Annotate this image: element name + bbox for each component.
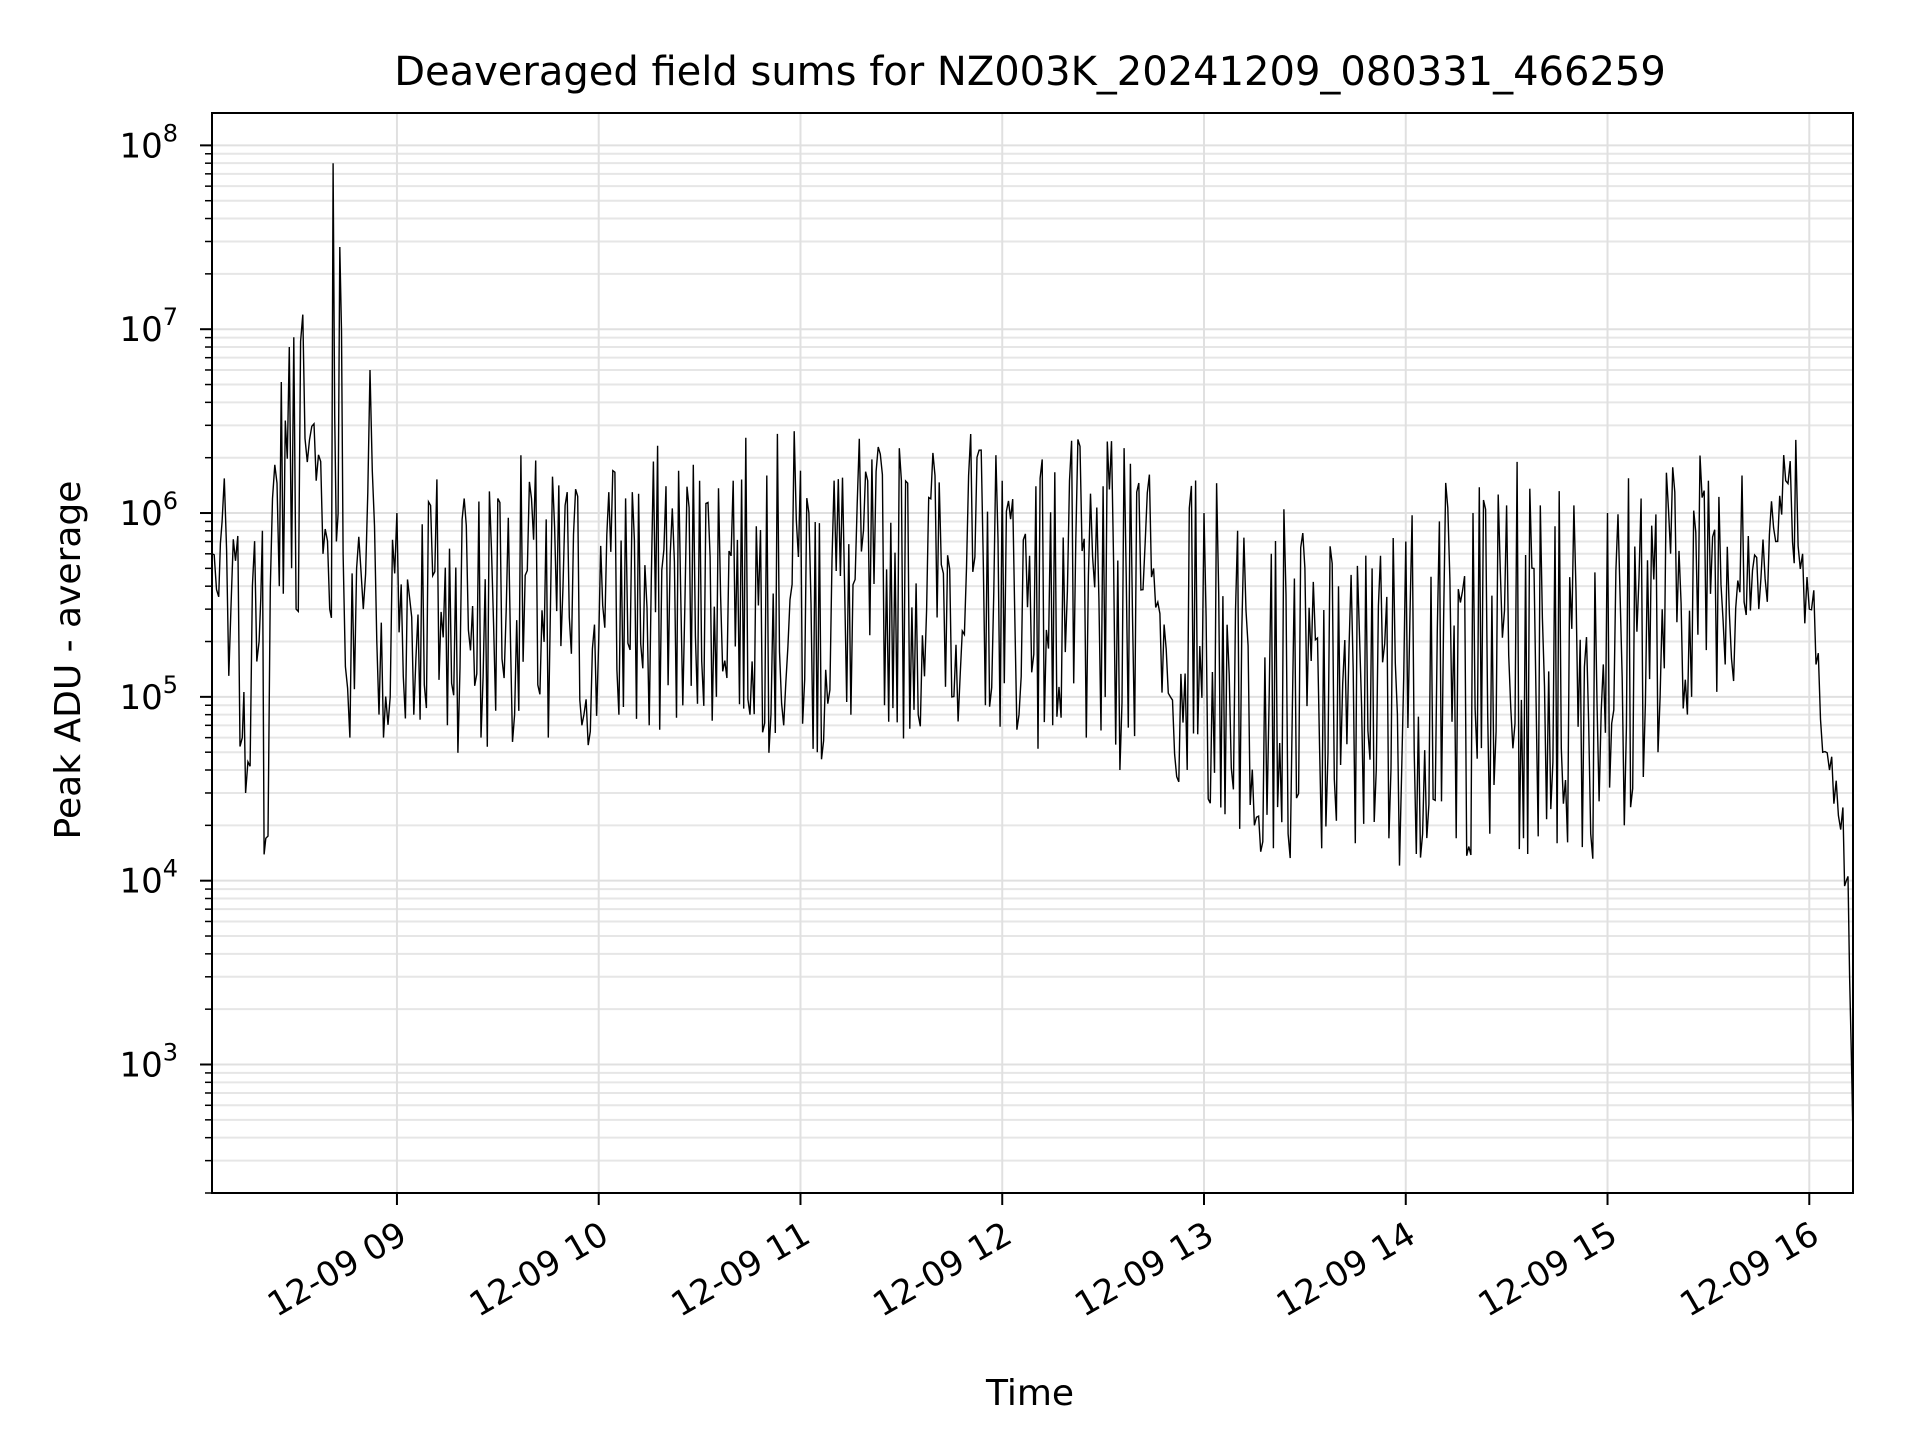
y-tick-label: 103	[119, 1039, 178, 1086]
chart-title: Deaveraged field sums for NZ003K_2024120…	[394, 49, 1666, 95]
y-tick-label: 105	[119, 671, 178, 718]
y-tick-label: 107	[119, 303, 178, 350]
y-tick-label: 106	[119, 487, 178, 534]
series-layer	[211, 163, 1854, 1138]
grid	[212, 113, 1853, 1194]
plot-frame	[211, 112, 1854, 1194]
y-axis-label: Peak ADU - average	[48, 481, 89, 840]
series-line	[211, 163, 1854, 1138]
y-tick-label: 108	[119, 119, 178, 166]
x-axis-label: Time	[985, 1373, 1074, 1414]
y-tick-label: 104	[119, 855, 178, 902]
